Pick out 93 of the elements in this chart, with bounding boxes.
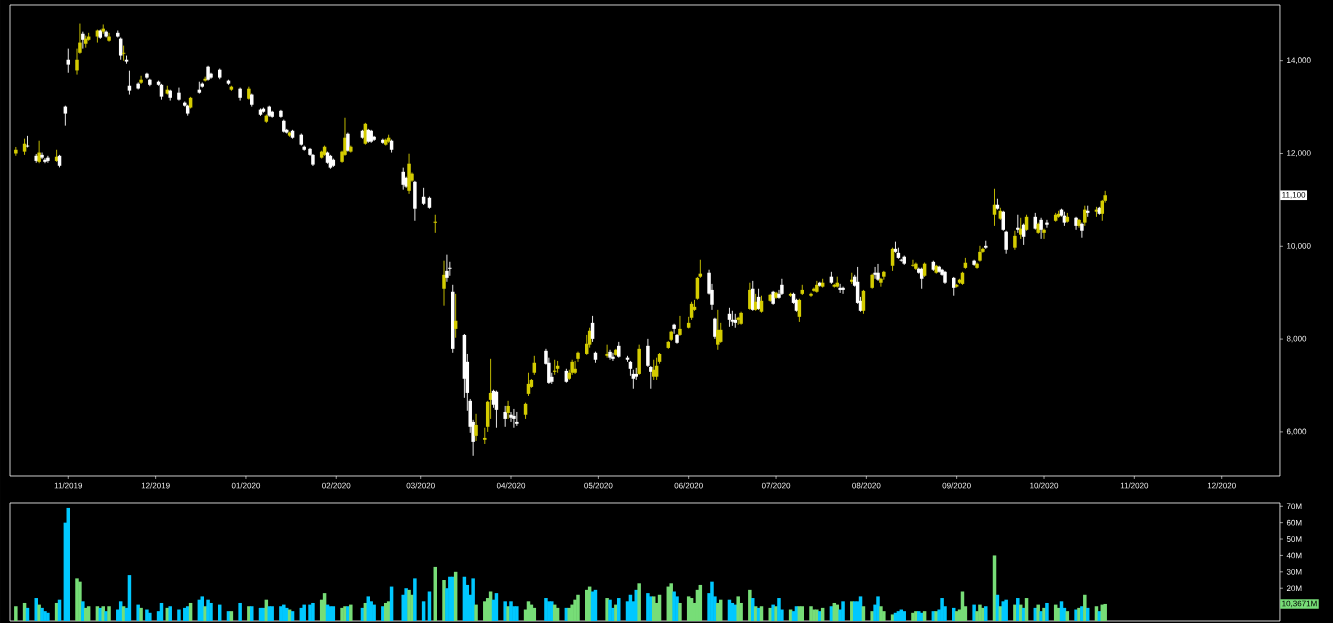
bar (879, 606, 883, 621)
text: 11,100 (1282, 191, 1306, 199)
y-tick-label: 40M (1286, 552, 1302, 559)
bar (940, 598, 944, 621)
y-tick-label: 70M (1286, 503, 1302, 510)
bar (841, 601, 845, 621)
bar (509, 601, 513, 621)
bar (471, 578, 475, 621)
bar (43, 611, 47, 621)
x-tick-label: 12/2020 (1207, 482, 1236, 489)
x-tick-label: 07/2020 (761, 482, 791, 489)
bar (876, 596, 880, 621)
bar (1083, 594, 1087, 621)
candlestick (483, 427, 487, 445)
x-tick-label: 03/2020 (406, 482, 435, 489)
bar (145, 609, 149, 621)
bar (503, 601, 507, 621)
x-tick-label: 04/2020 (496, 482, 526, 489)
y-tick-label: 10,000 (1287, 242, 1311, 250)
y-tick-label: 20M (1286, 585, 1302, 592)
bar (748, 589, 752, 621)
bar (14, 606, 18, 621)
y-tick-label: 14,000 (1287, 57, 1311, 64)
bar (678, 602, 682, 621)
bar (1045, 602, 1049, 621)
candlestick (503, 405, 507, 428)
candlestick (716, 309, 720, 351)
y-tick-label: 12,000 (1287, 150, 1311, 157)
candlestick (1013, 230, 1017, 251)
bar (637, 583, 641, 621)
candlestick (46, 155, 50, 164)
x-tick-label: 10/2020 (1030, 482, 1059, 489)
x-tick-label: 08/2020 (852, 482, 881, 489)
x-tick-label: 11/2019 (54, 482, 83, 489)
candlestick (474, 413, 478, 442)
candlestick (1042, 228, 1046, 240)
bar (751, 598, 755, 621)
x-tick-label: 12/2019 (141, 482, 170, 489)
bar (617, 598, 621, 621)
x-tick-label: 05/2020 (584, 482, 613, 489)
candlestick (512, 408, 516, 429)
y-tick-label: 50M (1286, 536, 1302, 542)
bar (474, 604, 478, 621)
bar (972, 604, 976, 621)
bar (81, 601, 85, 621)
candlestick (43, 157, 47, 164)
candlestick (911, 259, 915, 268)
candlestick (841, 286, 845, 295)
bar (736, 596, 740, 621)
candlestick (445, 254, 449, 283)
candlestick (1080, 222, 1084, 239)
candlestick (1004, 230, 1008, 255)
bar (710, 581, 714, 621)
candlestick (780, 278, 784, 296)
bar (107, 606, 111, 621)
bar (46, 612, 50, 621)
candlestick (121, 45, 126, 62)
candlestick (40, 152, 44, 160)
x-tick-label: 06/2020 (674, 482, 703, 489)
y-tick-label: 6,000 (1286, 428, 1307, 436)
candlestick (506, 400, 510, 420)
x-tick-label: 11/2020 (1120, 482, 1149, 489)
candlestick (876, 263, 880, 282)
bar (34, 598, 38, 621)
candlestick (672, 323, 676, 335)
x-tick-label: 01/2020 (231, 482, 261, 489)
candlestick (713, 317, 717, 340)
bar (238, 602, 242, 621)
x-tick-label: 09/2020 (942, 482, 971, 489)
bar (1016, 598, 1020, 621)
text: 10,3671M (1282, 600, 1317, 608)
bar (576, 594, 580, 621)
y-tick-label: 8,000 (1286, 335, 1307, 343)
y-tick-label: 60M (1286, 519, 1302, 526)
x-tick-label: 02/2020 (322, 482, 351, 489)
bar (372, 604, 376, 621)
bar (672, 591, 676, 621)
bar (413, 578, 417, 621)
candlestick (611, 352, 615, 362)
candlestick (678, 315, 682, 337)
candlestick (177, 87, 181, 102)
bar (777, 598, 781, 621)
bar (442, 580, 446, 621)
candlestick (1016, 214, 1020, 234)
bar (177, 609, 181, 621)
bar (148, 612, 152, 621)
candlestick (442, 260, 446, 307)
candlestick (1045, 219, 1049, 229)
candlestick (25, 135, 30, 148)
candlestick (809, 292, 813, 298)
y-tick-label: 30M (1286, 568, 1302, 575)
candlestick (515, 411, 519, 427)
candlestick (139, 75, 143, 85)
